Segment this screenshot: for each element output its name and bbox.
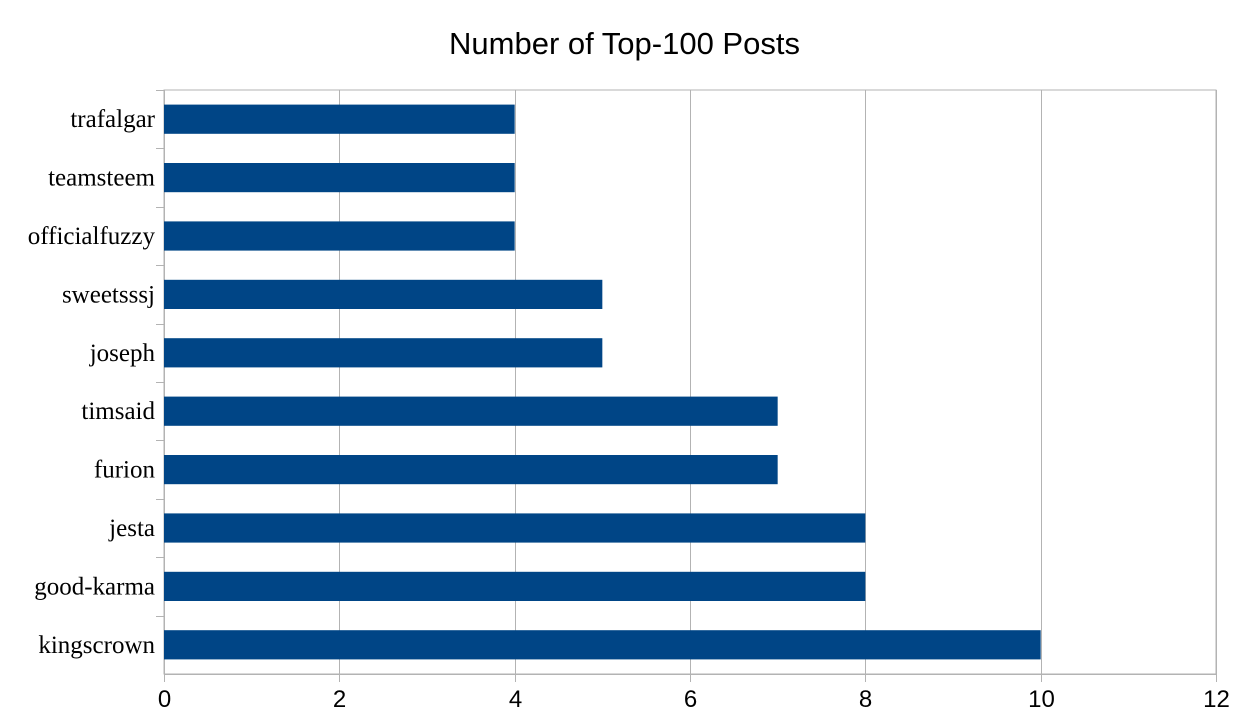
y-category-label: kingscrown xyxy=(38,632,155,659)
x-tick-label: 8 xyxy=(859,686,872,713)
bar-furion xyxy=(164,455,778,485)
y-category-label: good-karma xyxy=(34,573,155,600)
bar-officialfuzzy xyxy=(164,221,515,251)
x-tick-label: 2 xyxy=(333,686,346,713)
y-category-label: joseph xyxy=(89,340,156,367)
x-tick-label: 0 xyxy=(158,686,171,713)
bar-joseph xyxy=(164,338,603,368)
y-category-label: furion xyxy=(94,457,156,484)
bar-jesta xyxy=(164,513,866,543)
bar-trafalgar xyxy=(164,104,515,134)
y-category-label: jesta xyxy=(108,515,155,542)
x-tick-label: 10 xyxy=(1028,686,1055,713)
bar-teamsteem xyxy=(164,163,515,193)
chart-title: Number of Top-100 Posts xyxy=(449,26,800,61)
bar-timsaid xyxy=(164,396,778,426)
x-tick-label: 12 xyxy=(1203,686,1230,713)
y-category-label: timsaid xyxy=(81,398,155,425)
bar-good-karma xyxy=(164,571,866,601)
y-category-label: trafalgar xyxy=(70,106,155,133)
bar-sweetsssj xyxy=(164,279,603,309)
bar-kingscrown xyxy=(164,630,1041,660)
y-category-label: teamsteem xyxy=(48,165,155,192)
x-tick-label: 4 xyxy=(509,686,522,713)
y-category-label: officialfuzzy xyxy=(28,223,156,250)
x-tick-label: 6 xyxy=(684,686,697,713)
y-category-label: sweetsssj xyxy=(62,281,155,308)
